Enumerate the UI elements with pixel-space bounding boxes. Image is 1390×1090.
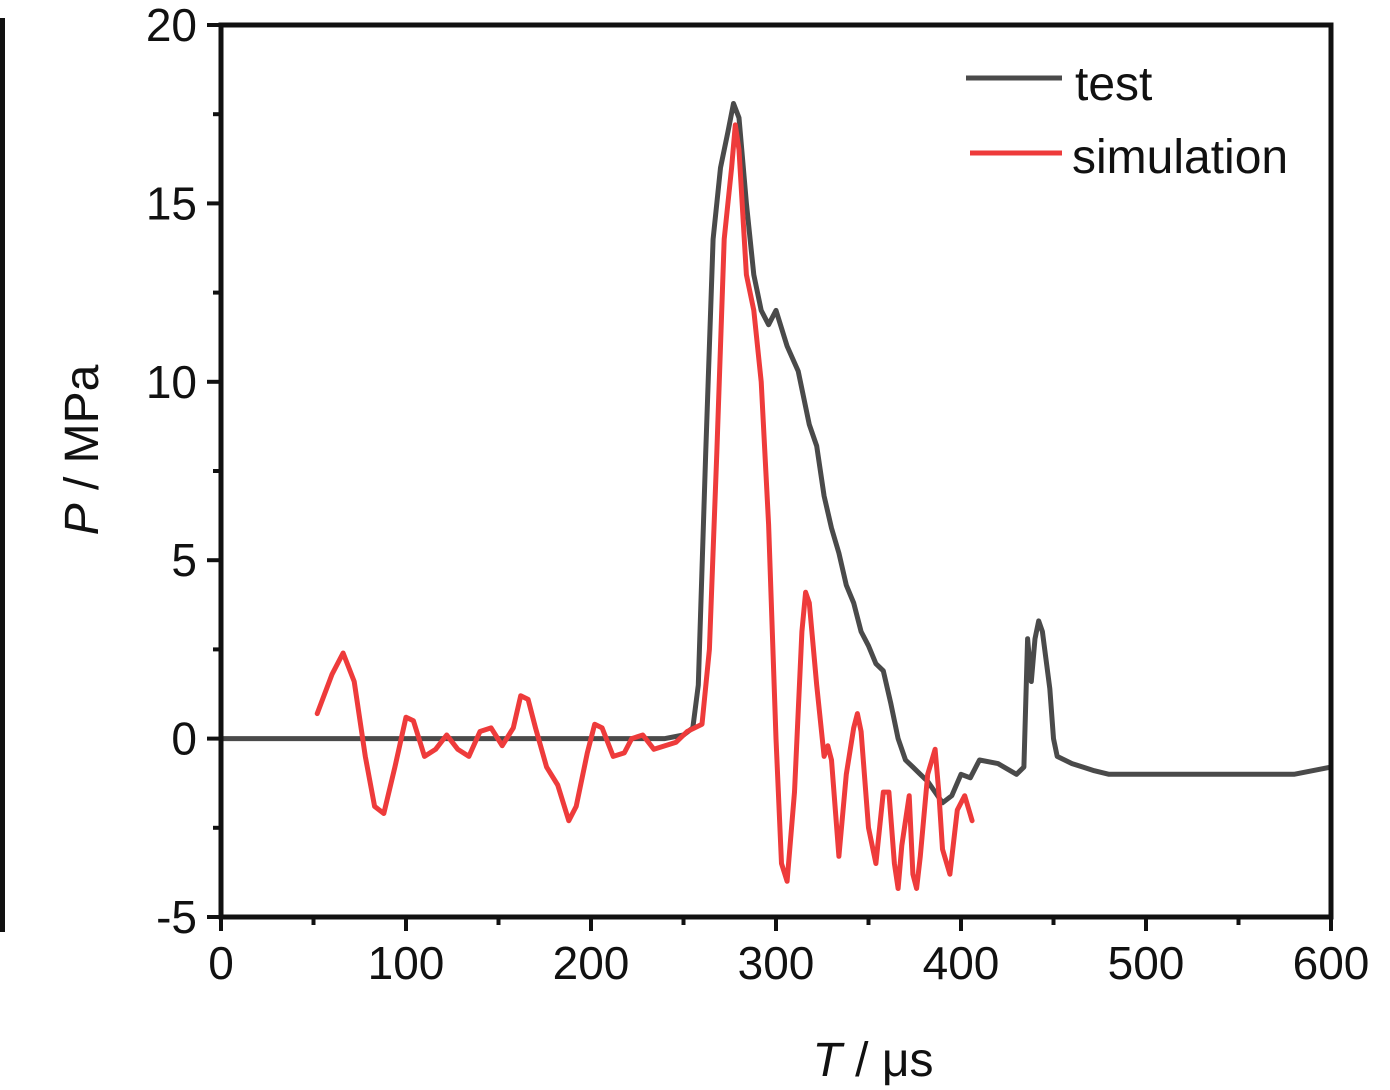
y-axis-title: P / MPa (56, 364, 109, 535)
y-tick-label: 15 (146, 177, 197, 229)
x-tick-label: 300 (738, 937, 815, 989)
x-axis-unit: / μs (842, 1034, 934, 1087)
y-axis-unit: / MPa (56, 364, 109, 503)
x-axis-ticks (219, 917, 1333, 931)
y-tick-label: 0 (171, 713, 197, 765)
y-tick-label: 20 (146, 0, 197, 51)
x-tick-label: 100 (368, 937, 445, 989)
x-axis-title: T / μs (813, 1034, 934, 1087)
x-tick-label: 500 (1108, 937, 1185, 989)
x-tick-label: 200 (553, 937, 630, 989)
page-left-edge-bar (0, 18, 5, 932)
y-axis-tick-labels: -5 0 5 10 15 20 (146, 0, 197, 943)
series-line-test (218, 101, 1334, 806)
series-line-simulation (314, 122, 975, 891)
series-layer (218, 101, 1334, 891)
x-tick-label: 600 (1293, 937, 1370, 989)
y-axis-variable: P (56, 503, 109, 535)
x-tick-label: 0 (208, 937, 234, 989)
x-axis-tick-labels: 0 100 200 300 400 500 600 (208, 937, 1369, 989)
y-tick-label: -5 (156, 891, 197, 943)
x-axis-variable: T (813, 1034, 846, 1087)
y-axis-ticks (207, 23, 221, 919)
legend: test simulation (966, 58, 1288, 184)
legend-label-test: test (1075, 58, 1152, 111)
y-tick-label: 10 (146, 356, 197, 408)
y-tick-label: 5 (171, 534, 197, 586)
legend-label-simulation: simulation (1072, 131, 1288, 184)
x-tick-label: 400 (923, 937, 1000, 989)
